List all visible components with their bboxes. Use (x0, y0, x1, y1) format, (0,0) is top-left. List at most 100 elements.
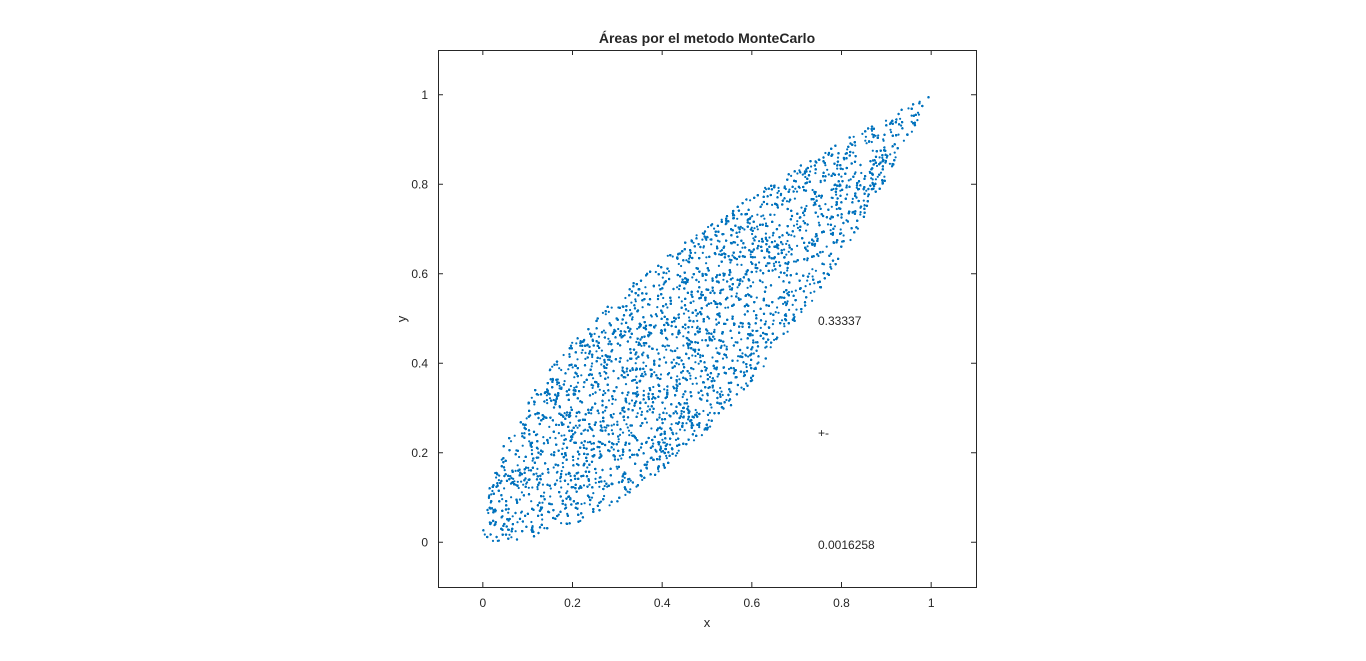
scatter-point (762, 214, 765, 217)
scatter-point (865, 189, 868, 192)
scatter-point (884, 119, 888, 122)
scatter-point (794, 260, 798, 263)
scatter-point (900, 124, 903, 127)
scatter-point (805, 229, 808, 232)
scatter-point (785, 200, 789, 203)
scatter-point (826, 223, 830, 226)
scatter-point (824, 203, 827, 206)
scatter-point (699, 354, 702, 357)
scatter-point (756, 213, 759, 216)
scatter-point (671, 350, 674, 353)
scatter-point (661, 438, 664, 441)
scatter-point (644, 286, 647, 289)
scatter-point (720, 218, 723, 221)
scatter-point (752, 310, 756, 313)
scatter-point (899, 117, 902, 120)
scatter-point (835, 193, 838, 196)
scatter-point (729, 288, 732, 291)
scatter-point (854, 144, 857, 147)
scatter-point (607, 376, 610, 379)
scatter-point (607, 424, 610, 427)
scatter-point (636, 327, 639, 330)
scatter-point (559, 480, 562, 483)
scatter-point (522, 483, 525, 486)
scatter-point (634, 362, 637, 365)
scatter-point (741, 227, 744, 230)
scatter-point (640, 410, 644, 413)
scatter-point (626, 490, 629, 493)
scatter-point (503, 487, 506, 490)
scatter-point (580, 374, 583, 377)
scatter-point (518, 455, 521, 459)
scatter-point (808, 283, 812, 286)
scatter-point (756, 362, 759, 365)
scatter-point (795, 308, 798, 311)
scatter-point (683, 429, 686, 432)
scatter-point (663, 356, 666, 359)
scatter-point (634, 298, 637, 301)
scatter-point (591, 355, 594, 359)
scatter-point (773, 240, 777, 243)
scatter-point (626, 393, 629, 397)
scatter-point (620, 322, 623, 325)
scatter-point (490, 493, 493, 496)
scatter-point (870, 129, 874, 132)
scatter-point (483, 533, 486, 536)
scatter-point (806, 245, 809, 248)
scatter-point (630, 301, 633, 304)
scatter-point (777, 297, 780, 300)
scatter-point (508, 533, 511, 536)
scatter-point (782, 302, 785, 305)
scatter-point (916, 111, 920, 114)
scatter-point (710, 243, 713, 246)
scatter-point (584, 351, 587, 354)
scatter-point (629, 488, 632, 491)
scatter-point (634, 378, 637, 381)
scatter-point (634, 300, 637, 303)
scatter-point (581, 349, 584, 352)
scatter-point (677, 449, 680, 452)
scatter-point (792, 224, 796, 227)
scatter-point (503, 469, 506, 472)
scatter-point (561, 502, 564, 505)
scatter-point (651, 397, 654, 400)
scatter-point (851, 197, 854, 200)
scatter-point (783, 248, 786, 251)
scatter-point (718, 253, 721, 256)
scatter-point (597, 335, 601, 338)
scatter-point (717, 264, 721, 267)
scatter-point (525, 417, 528, 420)
scatter-point (590, 442, 593, 445)
scatter-point (720, 390, 723, 393)
scatter-point (562, 466, 565, 469)
scatter-point (871, 149, 874, 152)
scatter-point (788, 200, 791, 203)
scatter-point (777, 247, 780, 250)
scatter-point (604, 392, 607, 395)
scatter-point (520, 510, 524, 513)
scatter-point (513, 434, 516, 437)
scatter-point (641, 306, 644, 309)
scatter-point (590, 412, 593, 415)
scatter-point (772, 319, 775, 322)
scatter-point (794, 289, 797, 292)
scatter-point (667, 344, 671, 347)
scatter-point (530, 520, 533, 524)
scatter-point (861, 132, 864, 135)
scatter-point (588, 483, 591, 486)
scatter-point (685, 398, 689, 401)
scatter-point (660, 450, 663, 453)
scatter-point (511, 515, 514, 518)
scatter-point (877, 134, 880, 137)
scatter-point (722, 272, 725, 275)
scatter-point (665, 454, 668, 457)
scatter-point (684, 327, 687, 330)
scatter-point (678, 288, 681, 291)
scatter-point (691, 354, 694, 357)
scatter-point (692, 241, 695, 244)
scatter-point (657, 470, 660, 473)
scatter-point (576, 358, 579, 361)
scatter-point (781, 243, 784, 246)
scatter-point (700, 290, 703, 294)
scatter-point (792, 260, 796, 263)
